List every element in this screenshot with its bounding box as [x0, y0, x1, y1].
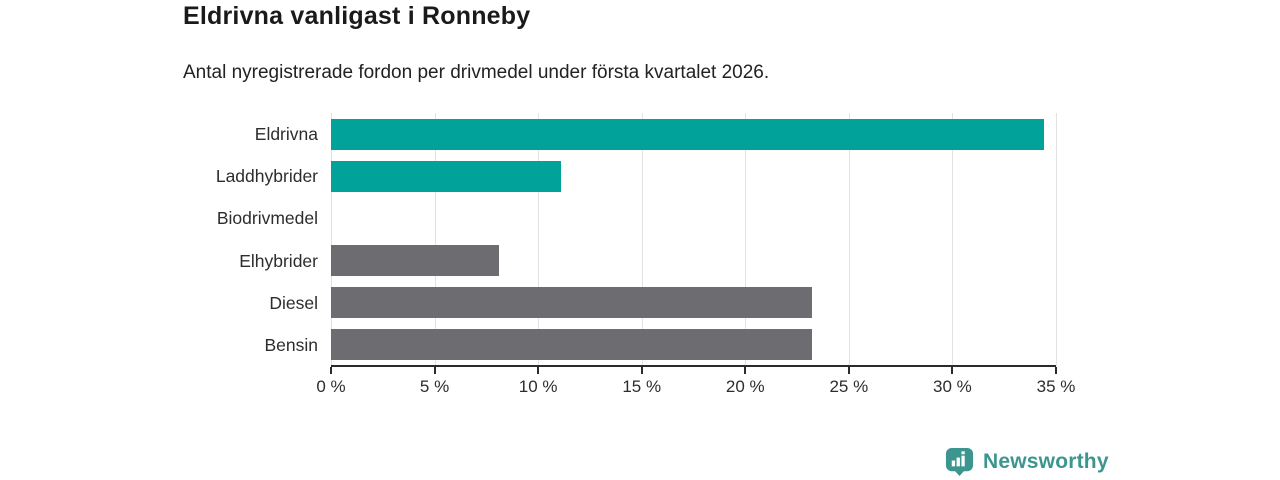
category-label: Elhybrider — [239, 250, 318, 271]
plot-area — [331, 113, 1057, 366]
axis-tick — [1055, 367, 1057, 374]
brand-name: Newsworthy — [983, 449, 1109, 473]
bar-eldrivna — [331, 118, 1044, 150]
bar-bensin — [331, 329, 812, 361]
bar-chart-pin-icon — [944, 446, 975, 477]
axis-tick — [537, 367, 540, 374]
x-axis: 0 % 5 % 10 % 15 % 20 % 25 % 30 % 35 % — [316, 365, 1075, 401]
bar-chart: Eldrivna Laddhybrider Biodrivmedel Elhybrid… — [0, 113, 1280, 366]
chart-subtitle: Antal nyregistrerade fordon per drivmede… — [183, 62, 770, 83]
gridline — [1056, 113, 1057, 366]
category-label: Eldrivna — [254, 124, 318, 144]
axis-tick-label: 30 % — [933, 377, 972, 396]
axis-tick-label: 10 % — [518, 377, 558, 396]
category-label: Diesel — [269, 292, 318, 313]
axis-tick-label: 25 % — [829, 377, 869, 396]
gridline — [641, 113, 643, 366]
brand-footer: Newsworthy — [944, 446, 1109, 477]
gridline — [434, 113, 436, 366]
axis-tick-label: 0 % — [316, 377, 346, 396]
category-label: Laddhybrider — [215, 166, 318, 187]
axis-tick — [640, 367, 643, 374]
axis-tick — [847, 367, 850, 374]
axis-tick-label: 15 % — [622, 377, 662, 396]
gridline — [538, 113, 540, 366]
axis-tick-label: 20 % — [725, 377, 765, 396]
bar-diesel — [331, 287, 812, 319]
category-label: Bensin — [264, 334, 318, 355]
axis-tick — [433, 367, 436, 374]
chart-title: Eldrivna vanligast i Ronneby — [183, 2, 531, 30]
gridline — [331, 113, 332, 366]
axis-tick — [744, 367, 747, 374]
category-label: Biodrivmedel — [216, 208, 318, 229]
axis-tick — [951, 367, 954, 374]
axis-tick-label: 35 % — [1036, 377, 1076, 396]
bar-laddhybrider — [331, 160, 561, 192]
bar-elhybrider — [331, 245, 499, 277]
gridline — [848, 113, 850, 366]
gridline — [952, 113, 954, 366]
gridline — [745, 113, 747, 366]
axis-tick — [330, 367, 332, 374]
axis-tick-label: 5 % — [419, 377, 450, 396]
